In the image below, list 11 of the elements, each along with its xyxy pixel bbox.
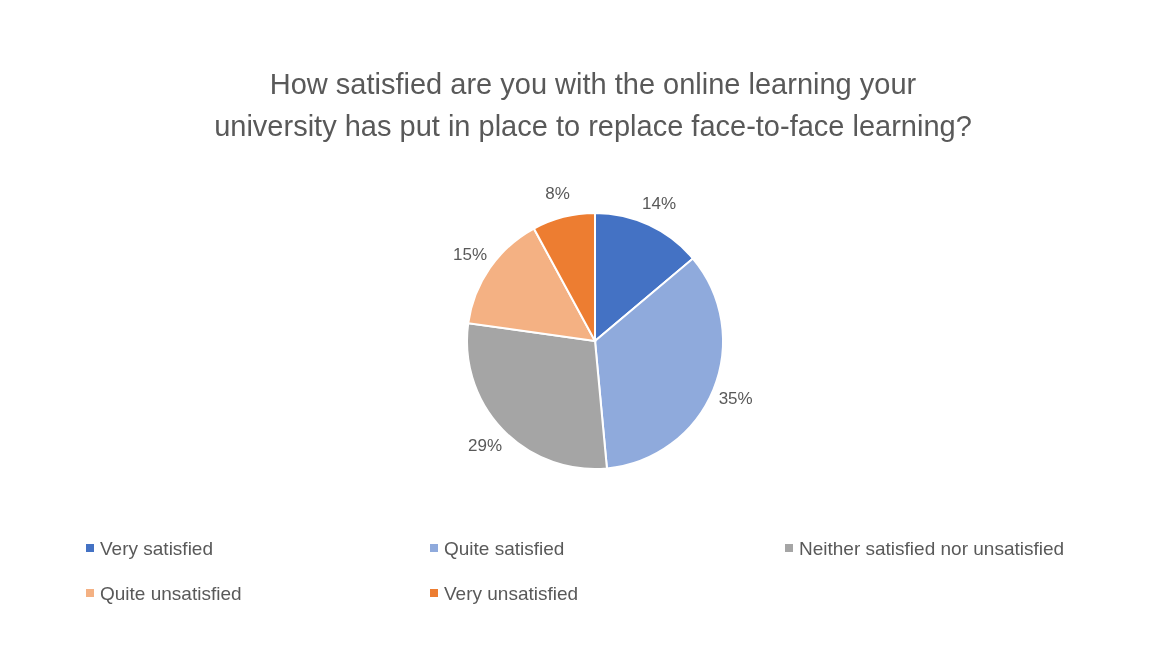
- legend-label: Very satisfied: [100, 537, 213, 559]
- data-label: 8%: [545, 184, 570, 204]
- data-label: 15%: [453, 244, 488, 264]
- legend-label: Neither satisfied nor unsatisfied: [799, 537, 1065, 559]
- legend-label: Very unsatisfied: [444, 582, 579, 604]
- data-label: 35%: [718, 389, 753, 409]
- legend-label: Quite unsatisfied: [100, 582, 242, 604]
- chart-title: How satisfied are you with the online learning your university has put in place to replace face-to-face learning?: [214, 68, 972, 142]
- data-label: 29%: [468, 436, 503, 456]
- legend-label: Quite satisfied: [444, 537, 565, 559]
- data-label: 14%: [642, 193, 677, 213]
